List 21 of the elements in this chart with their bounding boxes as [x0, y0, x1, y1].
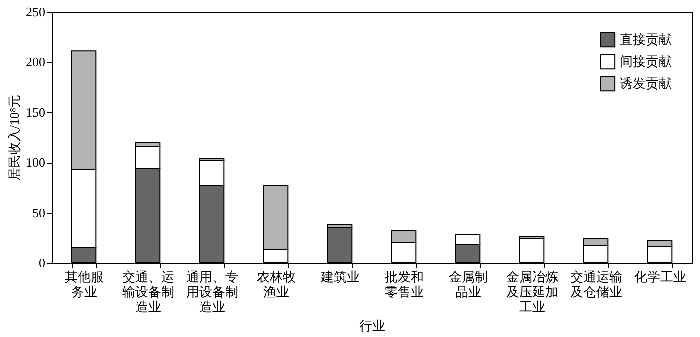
x-tick-label: 金属冶炼及压延加工业	[506, 270, 558, 314]
y-tick-label: 150	[26, 104, 46, 120]
x-tick-label: 通用、专用设备制造业	[186, 270, 238, 314]
legend-label: 诱发贡献	[620, 76, 672, 91]
legend-label: 间接贡献	[620, 54, 672, 69]
x-tick-label: 建筑业	[320, 270, 360, 284]
y-tick-label: 200	[26, 54, 46, 70]
x-tick-label: 金属制品业	[449, 270, 488, 300]
y-tick-label: 250	[26, 4, 46, 20]
y-tick-label: 0	[39, 256, 46, 270]
x-tick-label: 交通、运输设备制造业	[122, 270, 174, 314]
y-tick-label: 50	[32, 205, 46, 220]
x-tick-label: 批发和零售业	[385, 270, 424, 300]
y-tick-label: 100	[26, 155, 46, 170]
x-tick-label: 农林牧渔业	[257, 270, 296, 300]
legend-label: 直接贡献	[620, 32, 672, 47]
x-axis-title: 行业	[360, 318, 386, 334]
x-tick-label: 其他服务业	[65, 270, 104, 300]
x-tick-label: 交通运输及仓储业	[570, 270, 622, 300]
x-tick-label: 化学工业	[634, 270, 686, 284]
y-axis-title: 居民收入/10⁸元	[7, 94, 22, 182]
